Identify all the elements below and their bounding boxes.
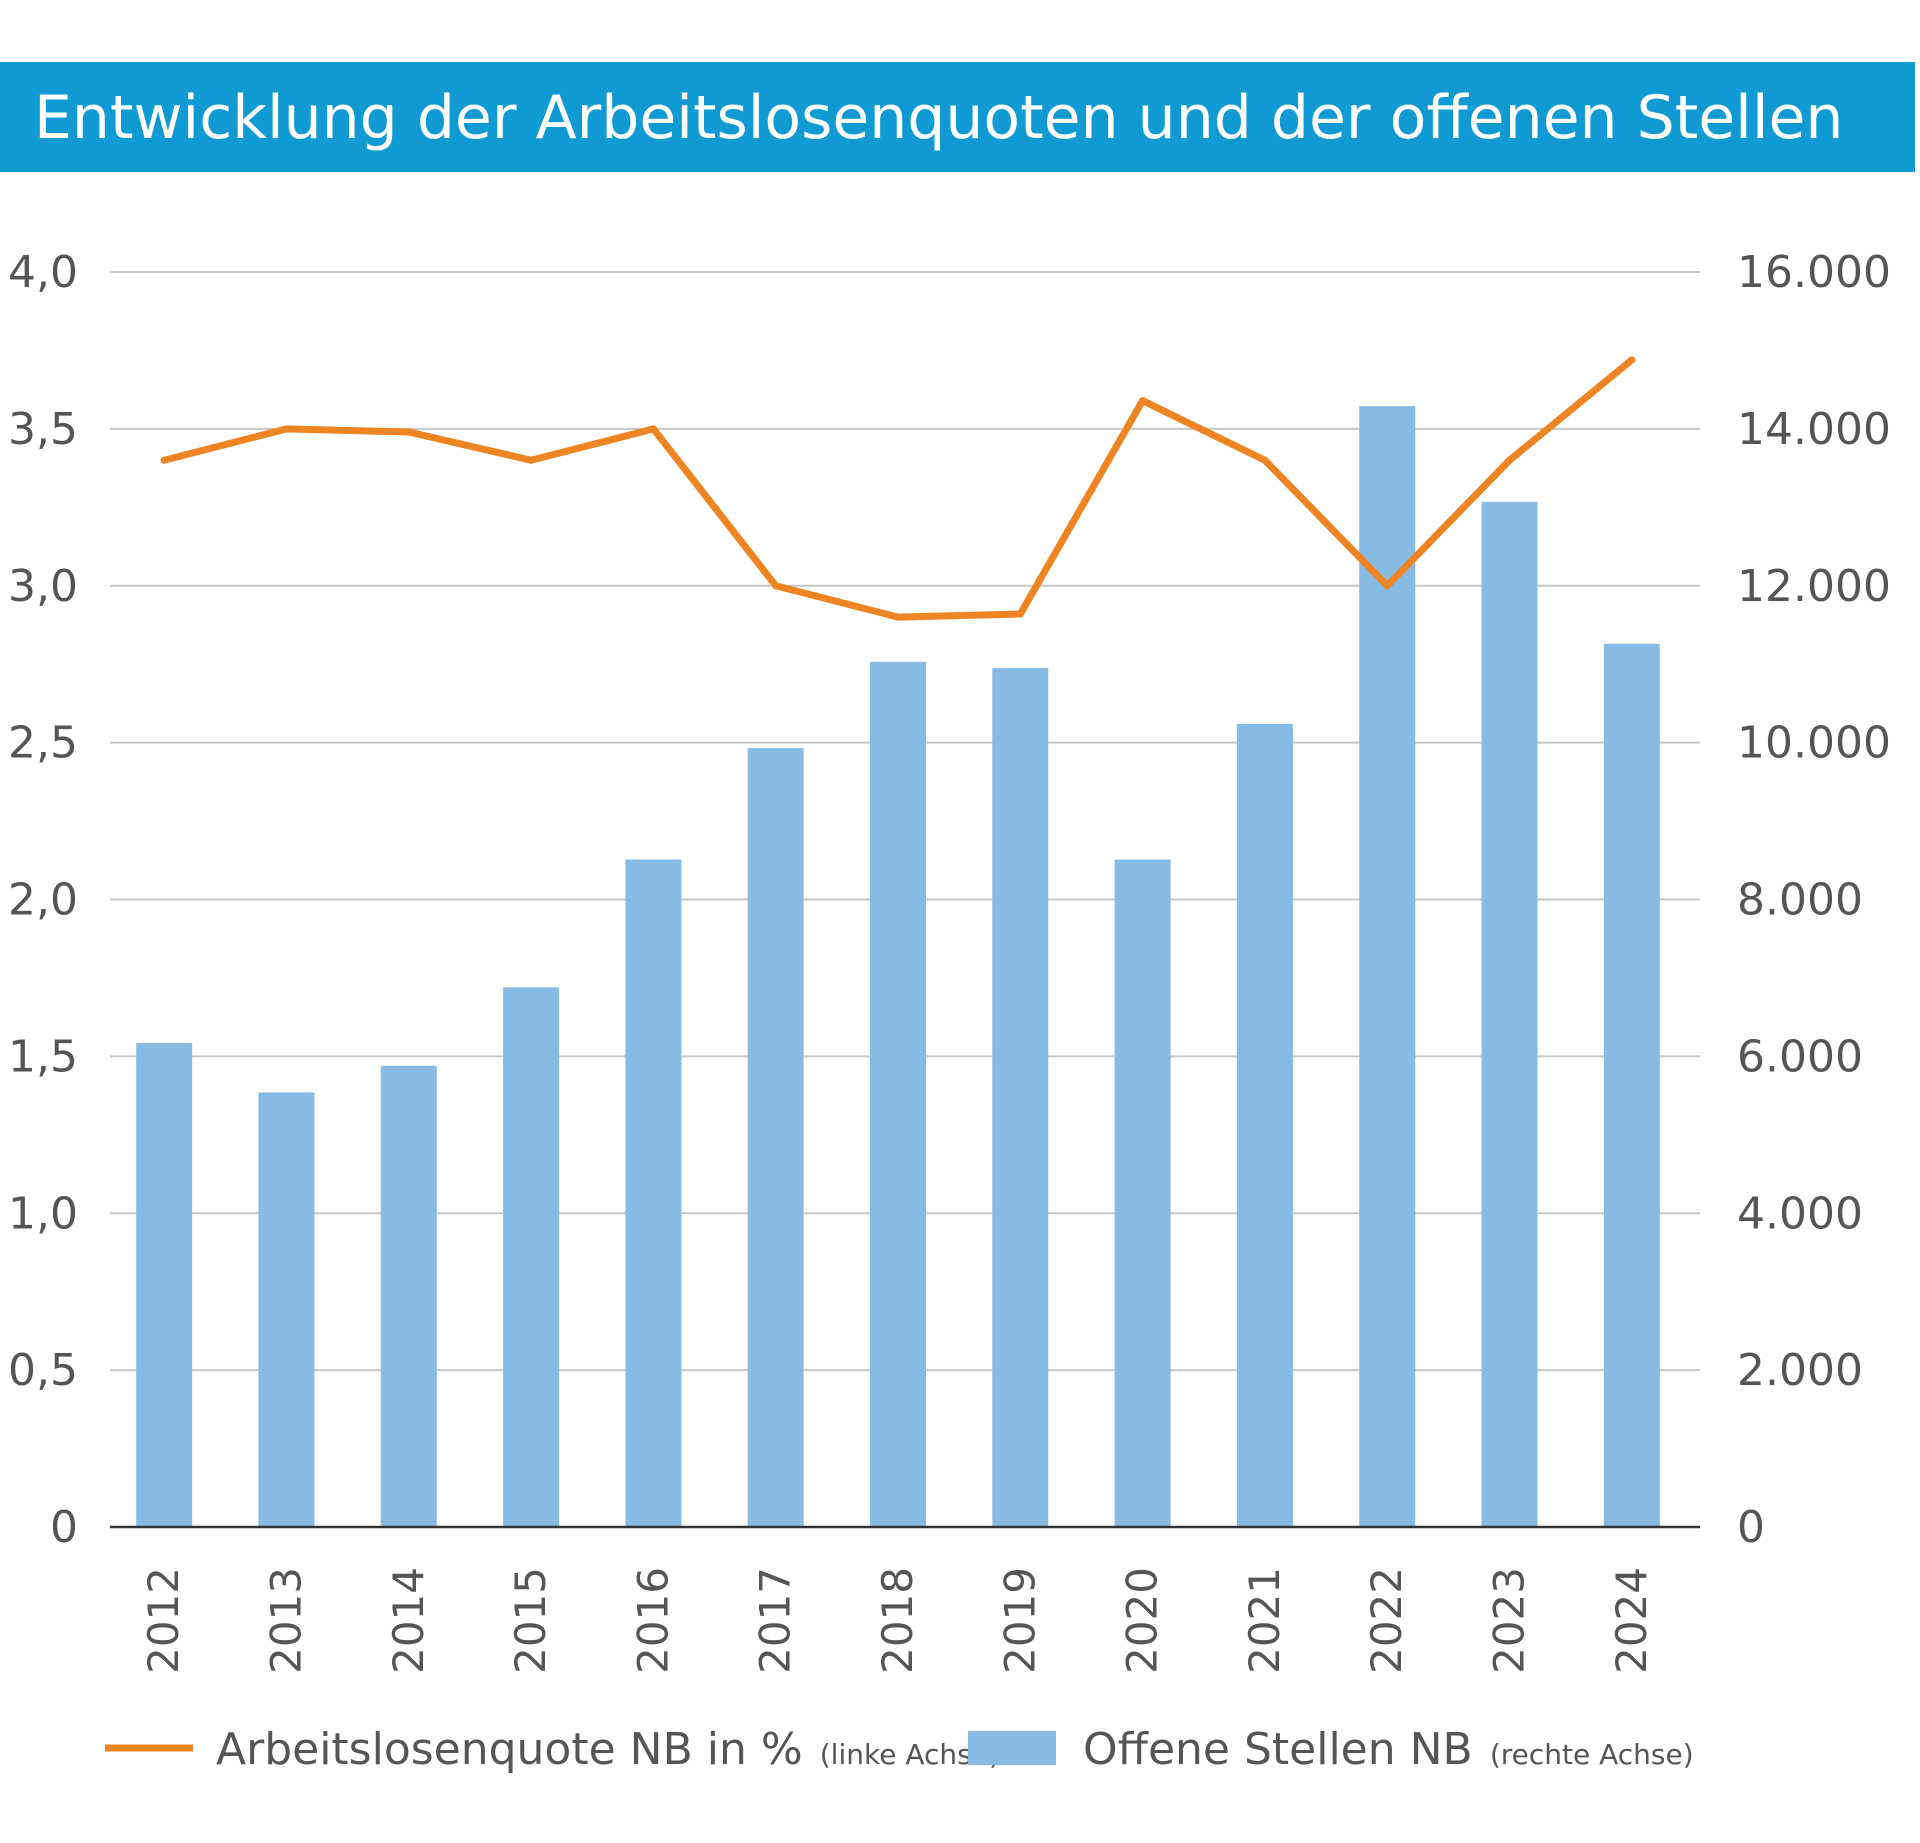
- title-bar: [0, 62, 1915, 172]
- line-point-2024: [1628, 356, 1636, 364]
- legend-line-name: Arbeitslosenquote NB in %: [216, 1724, 803, 1775]
- line-point-2018: [894, 613, 902, 621]
- bar-2023: [1481, 501, 1538, 1527]
- left-tick-label: 0,5: [8, 1345, 78, 1396]
- bar-2017: [747, 748, 804, 1527]
- left-axis-ticks: 0 0,5 1,0 1,5 2,0 2,5 3,0 3,5 4,0: [8, 247, 78, 1553]
- category-labels: 2012 2013 2014 2015 2016 2017 2018 2019 2020 2021…: [139, 1567, 1656, 1674]
- line-point-2015: [527, 456, 535, 464]
- left-tick-label: 2,0: [8, 875, 78, 926]
- line-point-2014: [405, 428, 413, 436]
- left-tick-label: 3,5: [8, 404, 78, 455]
- bar-2022: [1359, 406, 1416, 1527]
- chart-title: Entwicklung der Arbeitslosenquoten und d…: [34, 83, 1843, 153]
- category-label-2023: 2023: [1485, 1567, 1534, 1674]
- category-label-2024: 2024: [1607, 1567, 1656, 1674]
- category-label-2018: 2018: [873, 1567, 922, 1674]
- category-label-2017: 2017: [751, 1567, 800, 1674]
- left-tick-label: 4,0: [8, 247, 78, 298]
- line-point-2023: [1506, 456, 1514, 464]
- category-label-2015: 2015: [506, 1567, 555, 1674]
- line-point-2019: [1016, 610, 1024, 618]
- bar-2016: [625, 859, 682, 1527]
- legend-bar-label: Offene Stellen NB (rechte Achse): [1083, 1724, 1694, 1775]
- right-tick-label: 0: [1737, 1502, 1765, 1553]
- legend-bar-swatch: [968, 1731, 1056, 1765]
- legend-bar-suffix: (rechte Achse): [1490, 1738, 1694, 1771]
- left-tick-label: 3,0: [8, 561, 78, 612]
- category-label-2022: 2022: [1362, 1567, 1411, 1674]
- left-tick-label: 1,5: [8, 1031, 78, 1082]
- legend-bar-name: Offene Stellen NB: [1083, 1724, 1473, 1775]
- bar-2015: [503, 987, 560, 1527]
- legend-line-label: Arbeitslosenquote NB in % (linke Achse): [216, 1724, 1000, 1775]
- line-point-2016: [649, 425, 657, 433]
- left-tick-label: 1,0: [8, 1188, 78, 1239]
- bar-2021: [1236, 723, 1293, 1527]
- right-tick-label: 16.000: [1737, 247, 1891, 298]
- bar-2014: [380, 1065, 437, 1527]
- category-label-2013: 2013: [261, 1567, 310, 1674]
- bar-2020: [1114, 859, 1171, 1527]
- category-label-2012: 2012: [139, 1567, 188, 1674]
- bar-2019: [992, 668, 1049, 1527]
- bar-2013: [258, 1092, 315, 1527]
- right-tick-label: 8.000: [1737, 875, 1863, 926]
- right-tick-label: 6.000: [1737, 1031, 1863, 1082]
- bar-2024: [1603, 643, 1660, 1527]
- category-label-2016: 2016: [628, 1567, 677, 1674]
- category-label-2020: 2020: [1118, 1567, 1167, 1674]
- line-point-2012: [160, 456, 168, 464]
- line-point-2020: [1139, 397, 1147, 405]
- bar-2012: [136, 1043, 193, 1527]
- line-point-2021: [1261, 456, 1269, 464]
- category-label-2019: 2019: [995, 1567, 1044, 1674]
- right-axis-ticks: 0 2.000 4.000 6.000 8.000 10.000 12.000 14.000 1…: [1737, 247, 1891, 1553]
- line-series: [160, 356, 1636, 621]
- right-tick-label: 12.000: [1737, 561, 1891, 612]
- legend: Arbeitslosenquote NB in % (linke Achse) …: [105, 1724, 1694, 1775]
- bar-series: [136, 406, 1660, 1527]
- category-label-2014: 2014: [384, 1567, 433, 1674]
- left-tick-label: 0: [50, 1502, 78, 1553]
- left-tick-label: 2,5: [8, 718, 78, 769]
- category-label-2021: 2021: [1240, 1567, 1289, 1674]
- right-tick-label: 2.000: [1737, 1345, 1863, 1396]
- line-point-2013: [282, 425, 290, 433]
- line-point-2017: [772, 582, 780, 590]
- line-point-2022: [1383, 582, 1391, 590]
- right-tick-label: 14.000: [1737, 404, 1891, 455]
- right-tick-label: 4.000: [1737, 1188, 1863, 1239]
- right-tick-label: 10.000: [1737, 718, 1891, 769]
- bar-2018: [870, 661, 926, 1527]
